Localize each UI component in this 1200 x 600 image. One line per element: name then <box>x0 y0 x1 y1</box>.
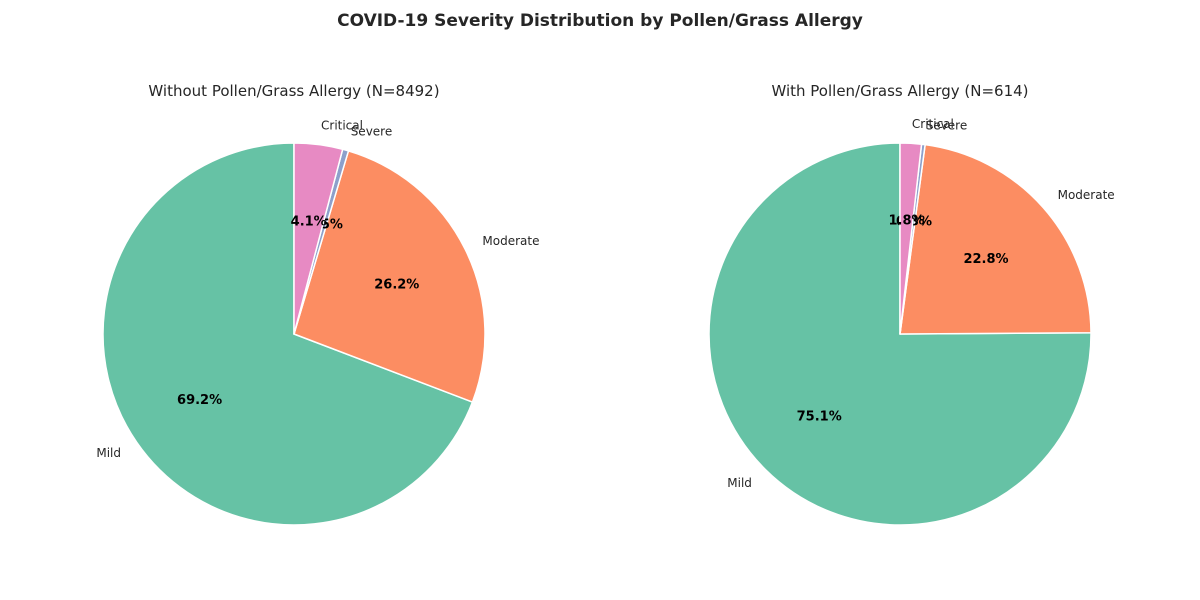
pie-title: Without Pollen/Grass Allergy (N=8492) <box>148 82 439 100</box>
slice-label-critical: Critical <box>912 117 954 131</box>
pie-slice-mild <box>708 142 1092 526</box>
pie-chart-without-allergy: Without Pollen/Grass Allergy (N=8492) Mil… <box>96 82 539 526</box>
pie-slice-moderate <box>293 150 486 403</box>
slice-label-mild: Mild <box>96 446 121 460</box>
slice-label-moderate: Moderate <box>482 234 539 248</box>
chart-suptitle: COVID-19 Severity Distribution by Pollen… <box>337 11 863 31</box>
slice-label-moderate: Moderate <box>1058 188 1115 202</box>
slice-label-severe: Severe <box>351 125 393 139</box>
pie-slice-critical <box>899 142 923 335</box>
slice-percent-moderate: 26.2% <box>374 277 419 292</box>
pie-title: With Pollen/Grass Allergy (N=614) <box>771 82 1028 100</box>
slice-percent-mild: 69.2% <box>177 393 222 408</box>
slice-label-severe: Severe <box>926 119 968 133</box>
pie-slice-moderate <box>899 143 1092 335</box>
slice-label-critical: Critical <box>321 119 363 133</box>
pie-slice-mild <box>102 142 474 526</box>
slice-percent-mild: 75.1% <box>797 409 842 424</box>
slice-percent-critical: 4.1% <box>291 214 327 229</box>
slice-percent-critical: 1.8% <box>888 214 924 229</box>
pie-chart-with-allergy: With Pollen/Grass Allergy (N=614) Mild 75.… <box>708 82 1115 526</box>
pie-slice-critical <box>293 142 344 335</box>
slice-percent-moderate: 22.8% <box>963 252 1008 267</box>
slice-label-mild: Mild <box>727 476 752 490</box>
